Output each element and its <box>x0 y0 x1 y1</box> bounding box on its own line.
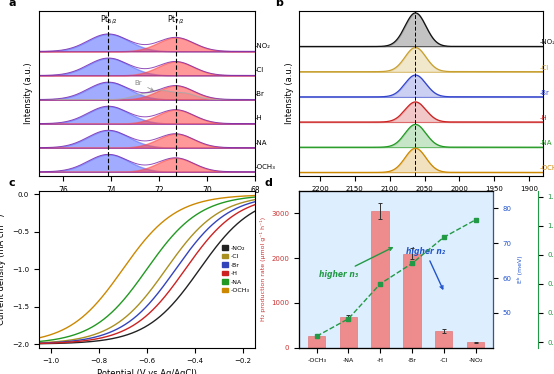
Bar <box>403 254 420 348</box>
Text: -Br: -Br <box>255 91 265 97</box>
-NA <box>35 339 42 344</box>
-Cl <box>35 341 42 345</box>
-NO₂ <box>74 340 80 345</box>
X-axis label: Potential (V vs Ag/AgCl): Potential (V vs Ag/AgCl) <box>97 369 197 374</box>
Text: -NA: -NA <box>255 140 268 145</box>
-NO₂ <box>35 341 42 346</box>
Text: -H: -H <box>540 115 547 121</box>
-H <box>133 321 140 325</box>
Text: b: b <box>275 0 283 8</box>
Text: -Cl: -Cl <box>540 65 548 71</box>
-Cl <box>179 244 186 248</box>
Text: c: c <box>8 178 15 188</box>
-NO₂ <box>252 209 258 214</box>
-Cl <box>163 267 170 272</box>
-Cl <box>133 305 140 309</box>
X-axis label: Binding Energy (eV): Binding Energy (eV) <box>105 200 189 209</box>
-H <box>252 202 258 207</box>
-H <box>91 337 98 341</box>
-H <box>163 293 170 297</box>
-NA <box>74 332 80 336</box>
Bar <box>467 343 484 348</box>
-Cl <box>252 197 258 202</box>
Bar <box>372 211 389 348</box>
-Br <box>198 233 205 238</box>
Y-axis label: Intensity (a.u.): Intensity (a.u.) <box>24 63 33 124</box>
Text: -NA: -NA <box>540 140 552 146</box>
Line: -NA: -NA <box>39 197 255 341</box>
Line: -NO₂: -NO₂ <box>39 211 255 344</box>
-OCH₃ <box>74 319 80 324</box>
Text: -OCH₃: -OCH₃ <box>540 165 554 171</box>
-Br <box>74 338 80 343</box>
-NO₂ <box>198 264 205 269</box>
-NA <box>198 209 205 214</box>
Line: -OCH₃: -OCH₃ <box>39 196 255 338</box>
-OCH₃ <box>179 206 186 211</box>
-OCH₃ <box>198 200 205 204</box>
Text: -Cl: -Cl <box>255 67 264 73</box>
-NA <box>252 195 258 199</box>
-Cl <box>74 337 80 341</box>
Line: -Cl: -Cl <box>39 200 255 343</box>
Text: Pt$_{5/2}$: Pt$_{5/2}$ <box>100 13 117 26</box>
Line: -Br: -Br <box>39 202 255 343</box>
-NA <box>163 241 170 246</box>
Legend: -NO₂, -Cl, -Br, -H, -NA, -OCH₃: -NO₂, -Cl, -Br, -H, -NA, -OCH₃ <box>219 243 252 296</box>
-Cl <box>198 224 205 228</box>
Y-axis label: Eᵇ (meV): Eᵇ (meV) <box>517 255 524 283</box>
-NA <box>179 223 186 227</box>
-OCH₃ <box>133 248 140 253</box>
-Cl <box>91 332 98 337</box>
-Br <box>91 335 98 340</box>
Bar <box>340 317 357 348</box>
Bar <box>435 331 453 348</box>
-NO₂ <box>179 289 186 294</box>
-NO₂ <box>133 329 140 334</box>
-H <box>35 341 42 346</box>
-Br <box>133 314 140 318</box>
Text: higher n₃: higher n₃ <box>319 248 392 279</box>
-Br <box>35 341 42 346</box>
Text: -Br: -Br <box>540 90 550 96</box>
-OCH₃ <box>91 304 98 308</box>
Bar <box>308 336 325 348</box>
Text: Br: Br <box>135 80 153 91</box>
Text: -OCH₃: -OCH₃ <box>255 164 276 170</box>
-Br <box>163 280 170 285</box>
Text: -H: -H <box>255 116 263 122</box>
-NO₂ <box>91 339 98 343</box>
Text: d: d <box>264 178 272 188</box>
Text: -NO₂: -NO₂ <box>255 43 271 49</box>
-OCH₃ <box>35 336 42 340</box>
Line: -H: -H <box>39 205 255 343</box>
Text: Pt$_{7/2}$: Pt$_{7/2}$ <box>167 13 184 26</box>
Y-axis label: Current density (mA cm⁻²): Current density (mA cm⁻²) <box>0 214 7 325</box>
-NA <box>133 281 140 286</box>
-OCH₃ <box>252 193 258 198</box>
Text: a: a <box>8 0 16 8</box>
-Br <box>179 257 186 261</box>
Y-axis label: Intensity (a.u.): Intensity (a.u.) <box>285 63 294 124</box>
-OCH₃ <box>163 217 170 221</box>
Text: higher n₂: higher n₂ <box>406 246 445 289</box>
X-axis label: Wavenumber (cm⁻¹): Wavenumber (cm⁻¹) <box>378 197 464 206</box>
-H <box>179 270 186 275</box>
Y-axis label: H₂ production rate (μmol g⁻¹ h⁻¹): H₂ production rate (μmol g⁻¹ h⁻¹) <box>260 217 266 321</box>
-Br <box>252 200 258 204</box>
-NO₂ <box>163 309 170 313</box>
-NA <box>91 324 98 328</box>
-H <box>198 245 205 249</box>
-H <box>74 339 80 344</box>
Text: -NO₂: -NO₂ <box>540 40 554 46</box>
